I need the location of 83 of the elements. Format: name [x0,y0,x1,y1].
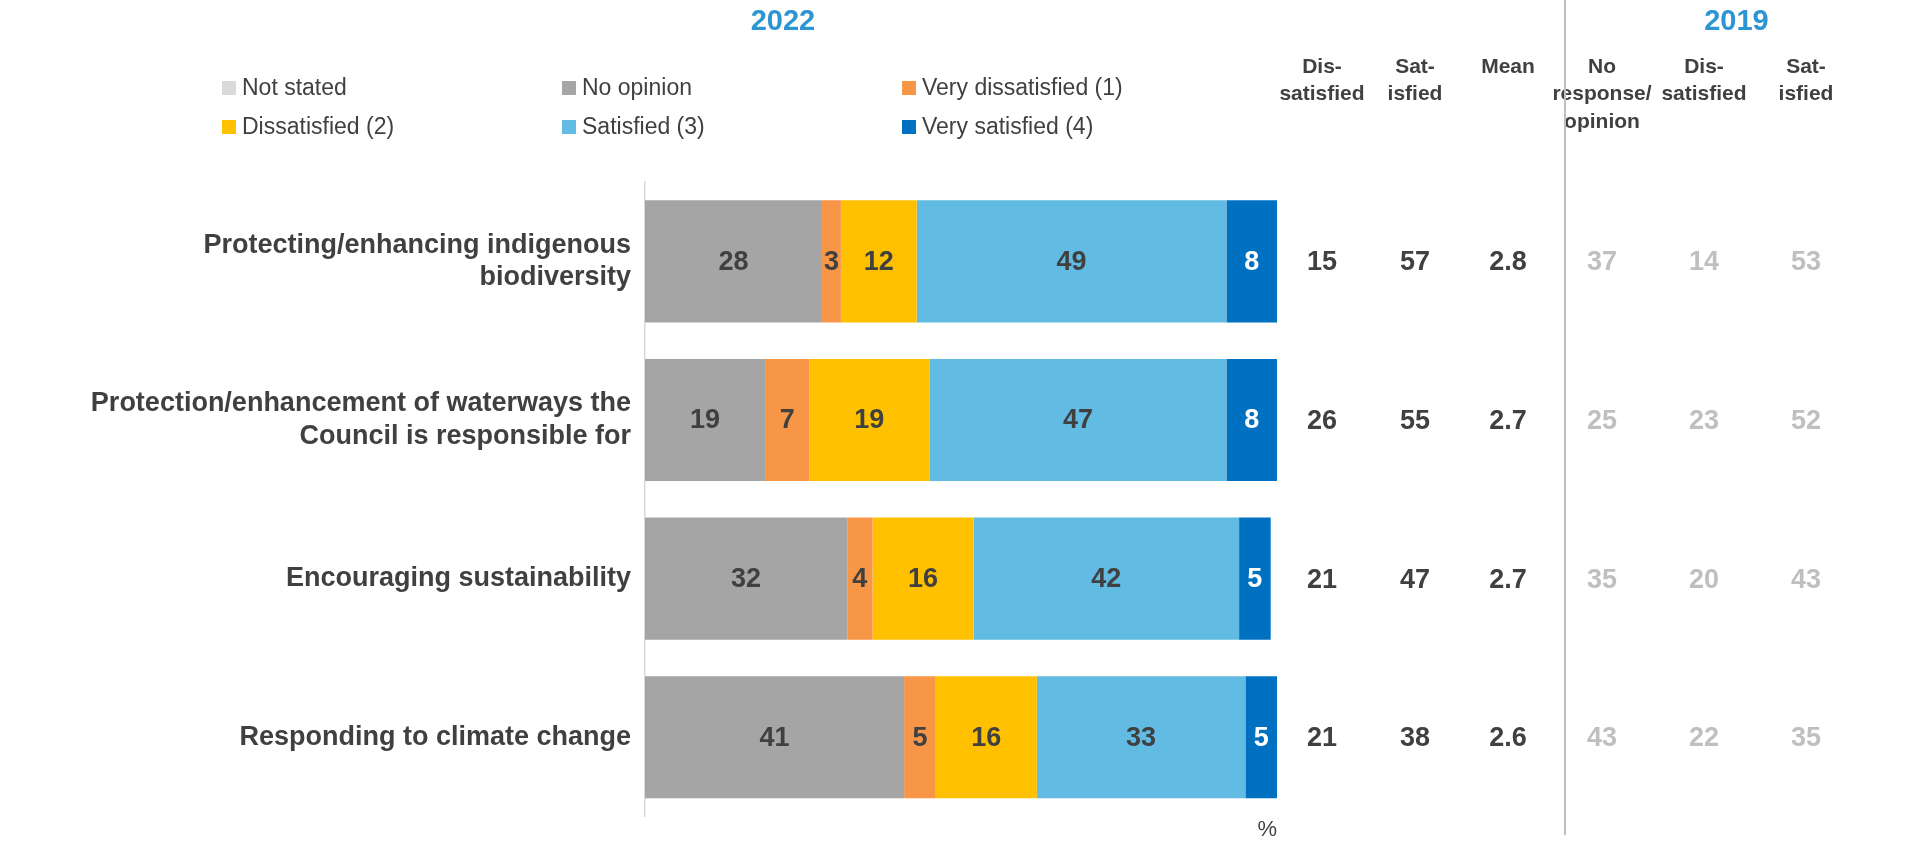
text: 21 [1306,563,1338,594]
text: 2.7 [1489,404,1527,435]
data-label: 5 [1253,721,1269,752]
legend-label: Very satisfied (4) [922,113,1094,140]
text: 43 [1790,563,1822,594]
data-label: 41 [759,721,790,752]
legend-label: Not stated [242,74,347,101]
data-label: 33 [1126,721,1157,752]
text: 2.6 [1489,722,1527,753]
data-label: 4 [852,563,868,594]
bar [904,676,936,799]
text: 43 [1586,722,1618,753]
text: 52 [1790,404,1822,435]
category-label: Mean [1481,53,1535,79]
text: 47 [1399,563,1431,594]
data-label: 16 [971,721,1002,752]
data-label: 8 [1244,404,1260,435]
text: 37 [1586,246,1618,277]
bar [821,200,841,323]
data-label: 32 [731,563,762,594]
text: 57 [1399,246,1431,277]
bar [1245,676,1277,799]
bar [847,517,873,640]
data-label: 42 [1091,563,1122,594]
text: 2.7 [1489,563,1527,594]
data-label: 16 [908,563,939,594]
y-tick-label: Protection/enhancement of waterways the Council is responsible for [90,387,632,450]
data-label: 5 [1247,563,1263,594]
data-label: 8 [1244,245,1260,276]
text: 25 [1586,404,1618,435]
bar [1239,517,1271,640]
data-label: 49 [1056,245,1087,276]
bar [645,358,766,482]
text: 38 [1399,722,1431,753]
bar [973,517,1240,640]
y-tick-label: Responding to climate change [239,720,631,751]
chart-title: 2022 [749,4,817,37]
text: 55 [1399,404,1431,435]
category-label: Dis- satisfied [1279,53,1365,107]
bar [935,676,1037,799]
legend-label: Very dissatisfied (1) [922,74,1123,101]
data-label: 7 [779,404,795,435]
text: 23 [1688,404,1720,435]
bar [929,358,1227,482]
text: 2.8 [1489,246,1527,277]
bar [840,200,917,323]
text: 15 [1306,246,1338,277]
data-label: 19 [690,404,721,435]
text: 26 [1306,404,1338,435]
bar [645,200,822,323]
bar [1036,676,1246,799]
text: 2019 [1703,4,1770,37]
text: 35 [1586,563,1618,594]
data-label: 19 [854,404,885,435]
text: 20 [1688,563,1720,594]
bar [916,200,1227,323]
text: 14 [1688,246,1720,277]
bar [1226,358,1277,482]
y-tick-label: Encouraging sustainability [285,562,631,593]
text: 21 [1306,722,1338,753]
bar [645,676,905,799]
bar [1226,200,1277,323]
text: 53 [1790,246,1822,277]
bar [765,358,810,482]
bar [809,358,930,482]
data-label: 12 [863,245,894,276]
text: 22 [1688,722,1720,753]
data-label: 3 [823,245,839,276]
legend-label: Satisfied (3) [582,113,705,140]
bar [872,517,974,640]
legend-label: No opinion [582,74,692,101]
category-label: Dis- satisfied [1661,53,1747,107]
text: 35 [1790,722,1822,753]
legend-label: Dissatisfied (2) [242,113,395,140]
category-label: No response/ opinion [1552,53,1652,134]
x-axis-title: % [1257,815,1277,841]
data-label: 47 [1062,404,1093,435]
y-tick-label: Protecting/enhancing indigenous biodiversity [203,228,631,291]
category-label: Sat- isfied [1778,53,1834,107]
category-label: Sat- isfied [1387,53,1443,107]
bar [645,517,848,640]
data-label: 28 [718,245,749,276]
data-label: 5 [912,721,928,752]
